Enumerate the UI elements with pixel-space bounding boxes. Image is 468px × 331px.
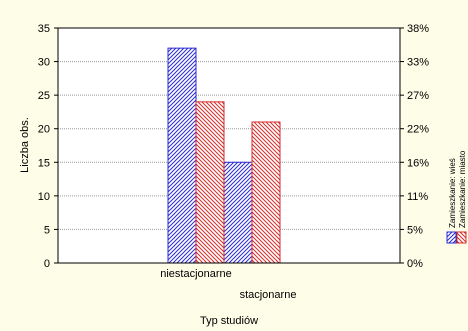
y-tick-label: 0	[44, 258, 50, 270]
y2-tick-label: 33%	[407, 57, 429, 69]
legend-swatch	[456, 231, 467, 244]
y-axis-label: Liczba obs.	[19, 117, 31, 173]
y-tick-label: 15	[38, 157, 50, 169]
x-category-label: niestacjonarne	[160, 268, 232, 280]
bar	[251, 121, 281, 264]
y-tick-label: 20	[38, 124, 50, 136]
bar	[195, 101, 225, 264]
y2-tick-label: 16%	[407, 157, 429, 169]
y-tick-label: 35	[38, 23, 50, 35]
bar	[223, 161, 253, 264]
legend: Zamieszkanie: wieś Zamieszkanie: miasto	[446, 150, 467, 244]
x-axis-categories: niestacjonarne stacjonarne	[160, 268, 296, 301]
x-category-label: stacjonarne	[240, 289, 297, 301]
y2-tick-label: 27%	[407, 90, 429, 102]
y2-tick-label: 5%	[407, 224, 423, 236]
y-axis-ticks: 0 5 10 15 20 25 30 35	[38, 23, 58, 270]
y2-tick-label: 11%	[407, 191, 428, 203]
y-tick-label: 10	[38, 191, 50, 203]
y2-tick-label: 38%	[407, 23, 429, 35]
y2-tick-label: 0%	[407, 258, 423, 270]
y2-axis-ticks: 0% 5% 11% 16% 22% 27% 33% 38%	[400, 23, 429, 270]
bars	[167, 47, 281, 264]
y-tick-label: 5	[44, 224, 50, 236]
legend-swatch	[446, 231, 457, 244]
y-tick-label: 25	[38, 90, 50, 102]
plot-frame	[57, 27, 401, 264]
bar	[167, 47, 197, 264]
y2-tick-label: 22%	[407, 124, 429, 136]
legend-label: Zamieszkanie: miasto	[458, 150, 467, 228]
x-axis-label: Typ studiów	[200, 315, 258, 327]
legend-label: Zamieszkanie: wieś	[448, 158, 457, 228]
y-tick-label: 30	[38, 57, 50, 69]
